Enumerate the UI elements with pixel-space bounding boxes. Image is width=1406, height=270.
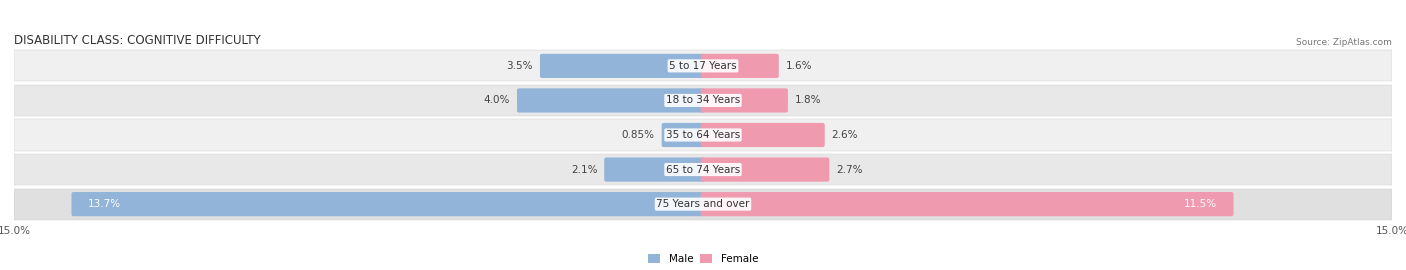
Text: 18 to 34 Years: 18 to 34 Years	[666, 95, 740, 106]
FancyBboxPatch shape	[700, 54, 779, 78]
Bar	[14, 119, 1392, 151]
Text: 13.7%: 13.7%	[87, 199, 121, 209]
Bar	[14, 50, 1392, 82]
Text: 2.7%: 2.7%	[837, 164, 863, 175]
Text: 11.5%: 11.5%	[1184, 199, 1218, 209]
Text: 5 to 17 Years: 5 to 17 Years	[669, 61, 737, 71]
FancyBboxPatch shape	[700, 123, 825, 147]
Text: Source: ZipAtlas.com: Source: ZipAtlas.com	[1296, 38, 1392, 47]
Text: 65 to 74 Years: 65 to 74 Years	[666, 164, 740, 175]
Text: 2.1%: 2.1%	[571, 164, 598, 175]
FancyBboxPatch shape	[700, 88, 787, 113]
Text: 3.5%: 3.5%	[506, 61, 533, 71]
FancyBboxPatch shape	[700, 192, 1233, 216]
Text: 75 Years and over: 75 Years and over	[657, 199, 749, 209]
Bar	[14, 188, 1392, 220]
Bar	[14, 154, 1392, 185]
Text: DISABILITY CLASS: COGNITIVE DIFFICULTY: DISABILITY CLASS: COGNITIVE DIFFICULTY	[14, 34, 260, 47]
FancyBboxPatch shape	[540, 54, 706, 78]
Text: 1.8%: 1.8%	[794, 95, 821, 106]
FancyBboxPatch shape	[605, 157, 706, 182]
Text: 1.6%: 1.6%	[786, 61, 813, 71]
FancyBboxPatch shape	[700, 157, 830, 182]
FancyBboxPatch shape	[662, 123, 706, 147]
Text: 4.0%: 4.0%	[484, 95, 510, 106]
Legend: Male, Female: Male, Female	[644, 250, 762, 268]
Text: 35 to 64 Years: 35 to 64 Years	[666, 130, 740, 140]
Text: 2.6%: 2.6%	[831, 130, 858, 140]
FancyBboxPatch shape	[72, 192, 706, 216]
Text: 0.85%: 0.85%	[621, 130, 655, 140]
Bar	[14, 85, 1392, 116]
FancyBboxPatch shape	[517, 88, 706, 113]
